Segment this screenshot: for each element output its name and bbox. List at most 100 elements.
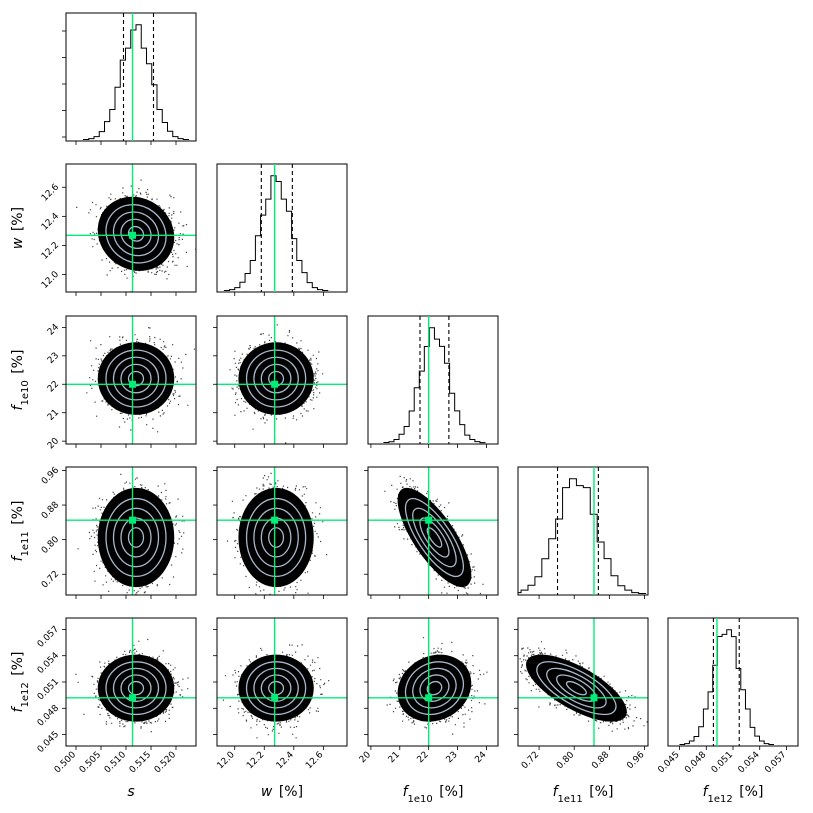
axis-label-subscript: 1e12 — [708, 794, 733, 805]
y-tick-label: 12.2 — [40, 241, 61, 262]
scatter-points — [77, 473, 185, 595]
contour-level-4 — [105, 349, 167, 408]
contour-level-3 — [112, 667, 160, 709]
y-tick-label: 0.045 — [36, 730, 61, 755]
axis-label-subscript: 1e10 — [408, 794, 433, 805]
panel-frame — [216, 163, 348, 293]
contour-level-2 — [120, 363, 152, 394]
axis-label-f1e11: f1e11 [%] — [553, 784, 614, 805]
x-tick-label: 0.80 — [555, 750, 576, 771]
axis-label-subscript: 1e12 — [20, 682, 31, 707]
truth-marker — [425, 516, 433, 524]
scatter-s-w — [66, 164, 196, 292]
truth-marker — [425, 694, 433, 702]
truth-marker — [271, 380, 279, 388]
histogram-steps — [223, 175, 329, 292]
axis-label-subscript: 1e11 — [20, 531, 31, 556]
x-tick-label: 21 — [387, 750, 402, 765]
scatter-s-f1e10 — [66, 316, 196, 444]
panel-frame — [367, 315, 499, 445]
contour-level-4 — [536, 661, 617, 716]
scatter-s-f1e11 — [66, 467, 196, 595]
contour-level-3 — [546, 667, 607, 709]
x-tick-label: 0.520 — [153, 750, 178, 775]
y-tick-label: 23 — [46, 351, 61, 366]
contour-level-4 — [245, 497, 307, 578]
x-tick-label: 0.510 — [103, 750, 128, 775]
truth-marker — [129, 380, 136, 388]
panel-frame — [517, 466, 649, 596]
contour-level-4 — [105, 204, 167, 264]
axis-label-unit: [%] — [10, 652, 26, 681]
y-tick-label: 22 — [46, 379, 61, 394]
scatter-points — [222, 644, 330, 739]
x-tick-label: 12.2 — [245, 750, 266, 771]
x-tick-label: 0.057 — [763, 750, 788, 775]
panel-frame — [65, 466, 197, 596]
contour-level-3 — [253, 507, 299, 568]
axis-label-subscript: 1e11 — [558, 794, 583, 805]
panel-frame — [667, 617, 799, 747]
x-tick-label: 0.72 — [520, 750, 541, 771]
contour-level-2 — [120, 218, 152, 250]
contour-level-3 — [253, 667, 299, 709]
histogram-steps — [83, 24, 189, 141]
axis-label-main: f — [703, 784, 710, 800]
contour-level-2 — [260, 363, 292, 394]
histogram-s — [83, 13, 189, 141]
contour-level-3 — [112, 211, 160, 257]
contour-level-3 — [112, 507, 160, 568]
histogram-f1e11 — [518, 467, 647, 595]
axis-label-unit: [%] — [10, 350, 26, 379]
contour-level-1 — [565, 680, 587, 696]
x-tick-label: 12.6 — [304, 750, 325, 771]
contour-level-3 — [412, 507, 457, 568]
histogram-steps — [518, 478, 647, 595]
histogram-steps — [679, 629, 775, 746]
x-tick-label: 0.96 — [625, 750, 646, 771]
y-tick-label: 12.6 — [40, 182, 61, 203]
axis-label-subscript: 1e10 — [20, 380, 31, 405]
y-tick-label: 0.80 — [40, 535, 61, 556]
panel-frame — [216, 466, 348, 596]
x-tick-label: 24 — [473, 750, 488, 765]
axis-label-s: s — [127, 784, 134, 800]
axis-label-unit: [%] — [585, 784, 614, 800]
axis-label-unit: [%] — [10, 501, 26, 530]
contour-level-1 — [268, 527, 285, 548]
panel-frame — [216, 315, 348, 445]
y-tick-label: 0.96 — [40, 465, 61, 486]
contour-level-3 — [112, 356, 160, 401]
axis-label-main: f — [553, 784, 560, 800]
contour-level-4 — [404, 661, 464, 716]
scatter-f1e10-f1e12 — [368, 618, 498, 746]
contour-level-3 — [253, 356, 299, 401]
axis-label-unit: [%] — [274, 784, 303, 800]
scatter-points — [518, 641, 648, 732]
scatter-w-f1e11 — [217, 467, 347, 595]
x-tick-label: 0.048 — [683, 750, 708, 775]
contour-level-4 — [105, 497, 167, 578]
y-tick-label: 24 — [46, 322, 61, 337]
x-tick-label: 20 — [358, 750, 373, 765]
histogram-f1e10 — [383, 316, 486, 444]
scatter-points — [386, 637, 488, 735]
truth-marker — [271, 694, 279, 702]
scatter-points — [384, 475, 484, 595]
y-tick-label: 0.048 — [36, 703, 61, 728]
axis-label-f1e12: f1e12 [%] — [10, 652, 31, 713]
contour-level-2 — [260, 674, 292, 702]
x-tick-label: 0.515 — [128, 750, 153, 775]
x-tick-label: 0.051 — [710, 750, 735, 775]
scatter-w-f1e12 — [217, 618, 347, 746]
contour-level-4 — [245, 349, 307, 408]
axis-label-main: f — [10, 554, 26, 561]
y-tick-label: 21 — [46, 408, 61, 423]
histogram-w — [223, 164, 329, 292]
scatter-w-f1e10 — [217, 316, 347, 444]
x-tick-label: 22 — [416, 750, 431, 765]
truth-marker — [129, 694, 136, 702]
contour-level-4 — [105, 661, 167, 716]
axis-label-f1e10: f1e10 [%] — [403, 784, 464, 805]
